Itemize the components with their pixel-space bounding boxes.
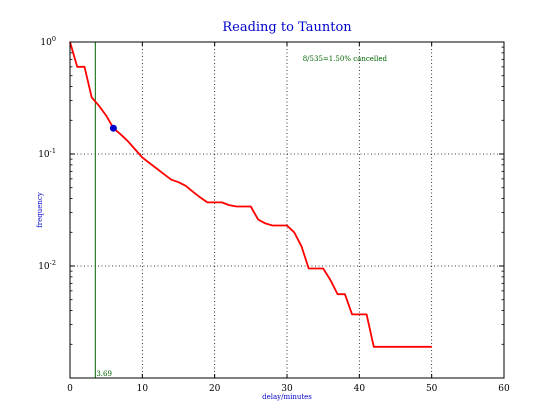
y-tick-label: 100 — [40, 35, 56, 48]
x-tick-label: 10 — [137, 384, 149, 394]
y-axis-label: frequency — [36, 192, 44, 228]
grid — [70, 42, 504, 378]
cancelled-annotation: 8/535=1.50% cancelled — [303, 55, 388, 63]
data-point-marker — [109, 124, 117, 132]
series-line — [69, 41, 432, 348]
x-tick-label: 0 — [67, 384, 73, 394]
x-tick-label: 40 — [354, 384, 366, 394]
y-tick-label: 10-1 — [38, 147, 56, 160]
x-tick-label: 60 — [498, 384, 510, 394]
x-tick-label: 20 — [209, 384, 221, 394]
ticks: 0 10 20 30 40 50 60 100 10-1 10-2 — [38, 35, 510, 394]
x-tick-label: 30 — [281, 384, 293, 394]
reference-line-label: 3.69 — [96, 370, 112, 378]
x-axis-label: delay/minutes — [262, 393, 312, 401]
plot-area: 3.69 8/535=1.50% cancelled — [69, 41, 432, 378]
x-tick-label: 50 — [426, 384, 438, 394]
plot-frame — [69, 41, 505, 379]
chart-title: Reading to Taunton — [222, 20, 352, 35]
y-tick-label: 10-2 — [38, 259, 56, 272]
